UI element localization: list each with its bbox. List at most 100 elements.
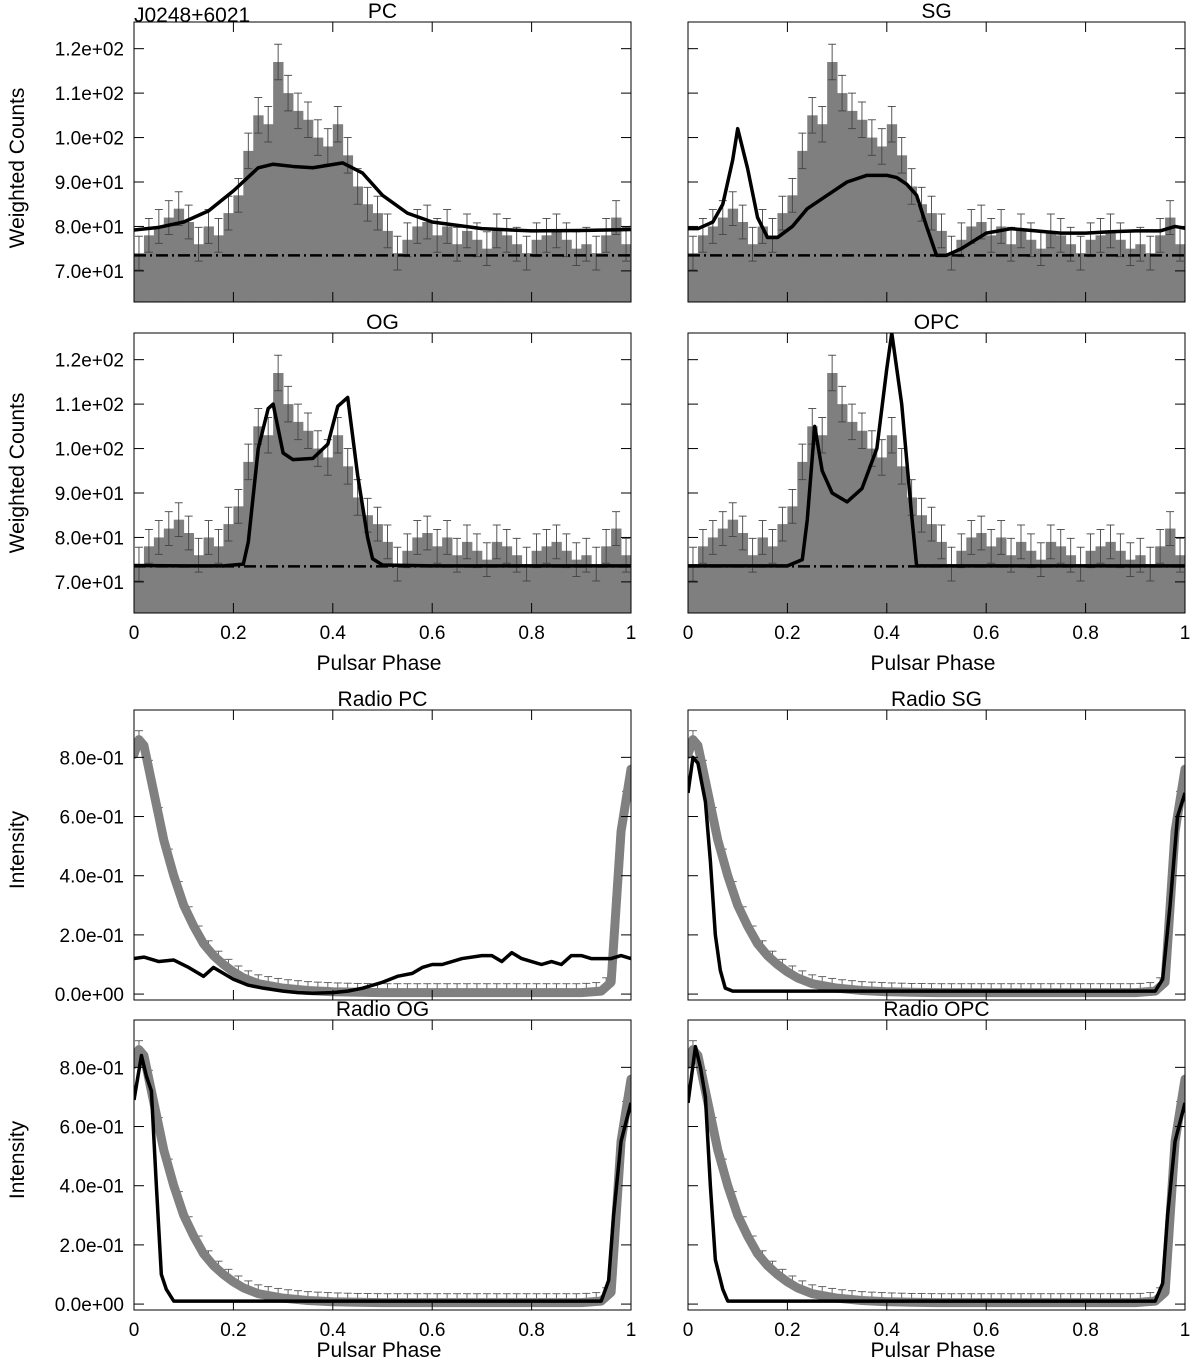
x-tick-label: 1 [1180, 1320, 1191, 1341]
histogram-bar [263, 124, 274, 302]
y-axis-title-gamma-top: Weighted Counts [6, 88, 29, 249]
histogram-bar [153, 226, 165, 302]
histogram-bar [747, 555, 758, 613]
histogram-bar [1065, 244, 1077, 302]
model-light-curve [134, 1053, 631, 1303]
y-tick-label: 9.0e+01 [55, 173, 124, 194]
histogram-bar [777, 524, 788, 613]
x-tick-label: 0 [683, 1320, 694, 1341]
x-tick-label: 0.4 [874, 1320, 901, 1341]
x-tick-label: 0.2 [220, 623, 246, 644]
histogram-bar [342, 466, 354, 613]
panel-frame [687, 21, 1186, 303]
histogram-bar [1055, 546, 1067, 613]
x-tick-label: 0.2 [220, 1320, 246, 1341]
histogram-bar [352, 497, 364, 613]
histogram-bar [926, 213, 937, 302]
histogram-bar [561, 550, 572, 613]
histogram-bar [976, 533, 987, 613]
histogram-bar [996, 226, 1007, 302]
panel-frame [133, 709, 632, 1001]
x-tick-label: 0.6 [973, 623, 999, 644]
panel-radio-opc: 0 0.2 0.4 0.6 0.8 1 Radio OPC [683, 998, 1191, 1341]
histogram-bar [372, 524, 383, 613]
histogram-bar [621, 244, 631, 302]
x-tick-label: 0.8 [518, 623, 544, 644]
histogram-bar [946, 253, 957, 302]
histogram-bar [183, 222, 195, 302]
histogram-bar [1105, 230, 1116, 302]
histogram-bar [283, 93, 294, 302]
histogram-bar [996, 537, 1007, 613]
y-tick-label: 4.0e-01 [60, 867, 124, 888]
histogram-bar [1035, 559, 1047, 613]
y-tick-label: 1.2e+02 [55, 351, 124, 372]
histogram-bar [193, 244, 204, 302]
histogram-bar [521, 253, 532, 302]
histogram-bar [312, 448, 324, 613]
x-tick-label: 0.2 [774, 1320, 800, 1341]
histogram-bar [737, 222, 749, 302]
histogram-bar [837, 404, 848, 613]
histogram-bar [1105, 541, 1116, 613]
radio-observed-profile [134, 735, 631, 998]
plot-area [134, 354, 631, 613]
histogram-bar [452, 555, 463, 613]
histogram-bar [342, 155, 354, 302]
histogram-bar [807, 426, 818, 613]
histogram-bar [956, 239, 967, 302]
histogram-bar [688, 564, 699, 613]
histogram-bar [1115, 239, 1126, 302]
histogram-bar [1025, 239, 1037, 302]
y-tick-label: 8.0e+01 [55, 528, 124, 549]
histogram-bar [856, 119, 868, 302]
histogram-bar [777, 213, 788, 302]
y-tick-label: 1.0e+02 [55, 440, 124, 461]
histogram-bar [837, 93, 848, 302]
panel-radio-sg: Radio SG [687, 688, 1186, 1001]
histogram-bar [332, 124, 344, 302]
y-axis-title-radio-bottom: Intensity [6, 1120, 29, 1199]
histogram-bar [767, 235, 778, 302]
x-tick-label: 0.4 [320, 1320, 347, 1341]
histogram-bar [1075, 253, 1086, 302]
plot-area [688, 43, 1185, 302]
histogram-bar [707, 226, 719, 302]
histogram-bar [757, 226, 768, 302]
histogram-bar [273, 373, 284, 613]
radio-observed-profile [134, 1045, 631, 1308]
histogram-bar [886, 435, 898, 613]
histogram-bar [392, 564, 403, 613]
histogram-bar [471, 550, 483, 613]
histogram-bar [1165, 217, 1176, 302]
histogram-bar [134, 253, 145, 302]
histogram-bar [896, 466, 908, 613]
histogram-bar [1006, 244, 1017, 302]
histogram-bar [462, 541, 473, 613]
histogram-bar [153, 537, 165, 613]
histogram-bar [757, 537, 768, 613]
y-tick-label: 2.0e-01 [60, 1236, 124, 1257]
histogram-bar [1016, 230, 1027, 302]
source-label: J0248+6021 [134, 4, 250, 27]
histogram-bar [501, 235, 513, 302]
histogram-bar [717, 528, 729, 613]
histogram-bar [601, 235, 612, 302]
histogram-bar [847, 110, 858, 302]
histogram-bar [1045, 230, 1057, 302]
histogram-bar [263, 435, 274, 613]
histogram-bar [223, 213, 234, 302]
histogram-bar [322, 457, 334, 613]
x-tick-label: 0.2 [774, 623, 800, 644]
histogram-bar [986, 235, 997, 302]
x-tick-label: 0.6 [419, 623, 445, 644]
panel-frame [687, 332, 1186, 614]
histogram-bar [611, 217, 622, 302]
histogram-bar [986, 546, 997, 613]
histogram-bar [471, 239, 483, 302]
histogram-bar [906, 186, 918, 302]
radio-observed-profile [688, 1045, 1185, 1308]
y-tick-label: 8.0e+01 [55, 217, 124, 238]
y-tick-label: 9.0e+01 [55, 484, 124, 505]
radio-observed-profile [688, 735, 1185, 998]
